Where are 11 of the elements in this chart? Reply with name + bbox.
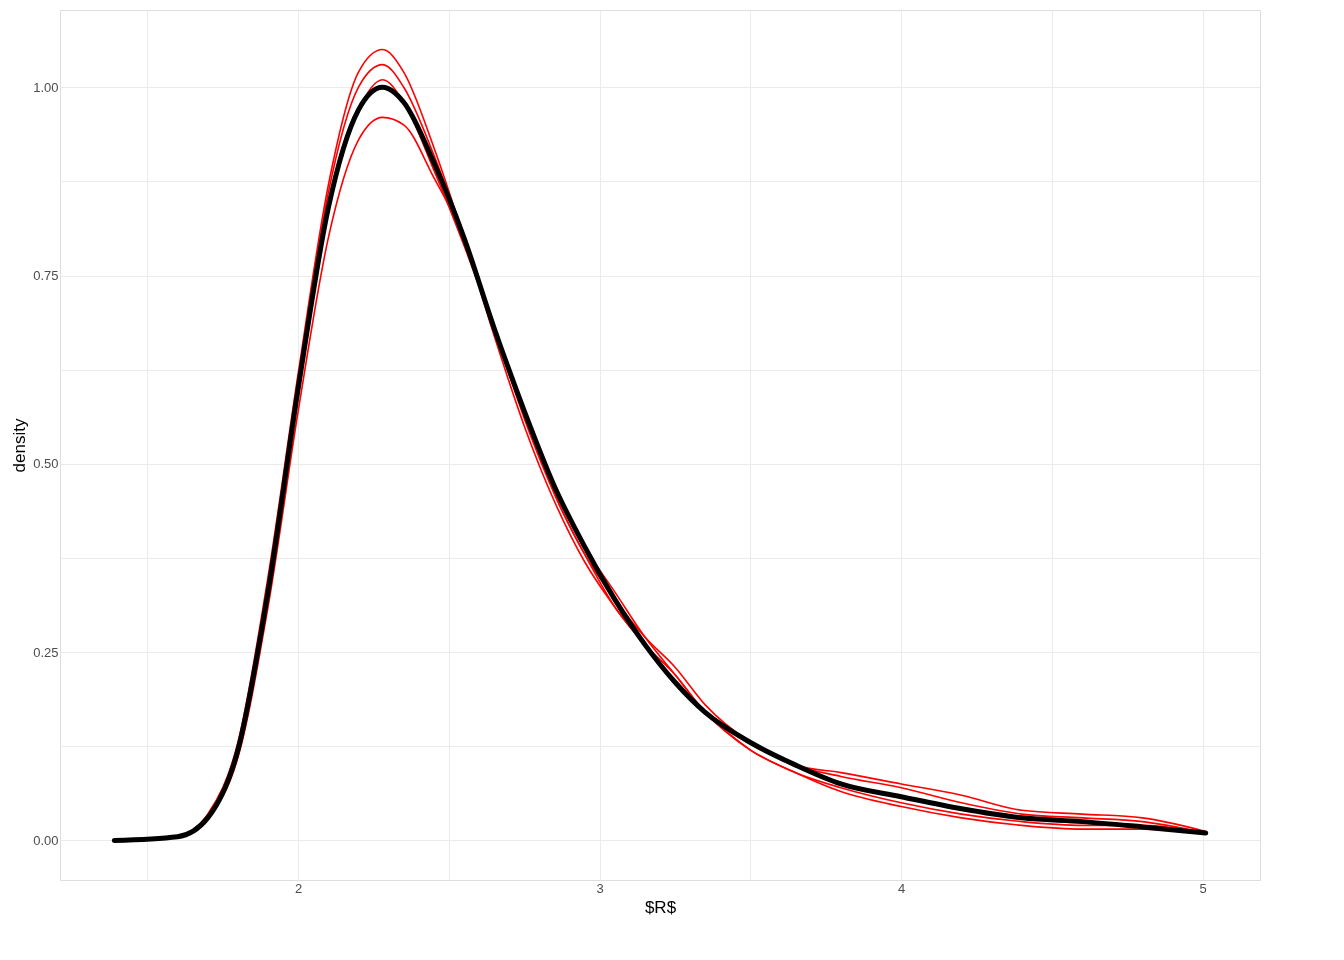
y-tick-label: 1.00: [33, 79, 59, 95]
x-tick-label: 3: [596, 880, 604, 896]
y-tick-label: 0.00: [33, 832, 59, 848]
y-tick-label: 0.25: [33, 644, 59, 660]
x-tick-label: 5: [1199, 880, 1207, 896]
y-tick-label: 0.50: [33, 456, 59, 472]
x-tick-label: 4: [898, 880, 906, 896]
x-axis-title: $R$: [644, 897, 677, 917]
y-axis-title: density: [10, 418, 30, 473]
x-tick-label: 2: [295, 880, 303, 896]
y-tick-label: 0.75: [33, 268, 59, 284]
